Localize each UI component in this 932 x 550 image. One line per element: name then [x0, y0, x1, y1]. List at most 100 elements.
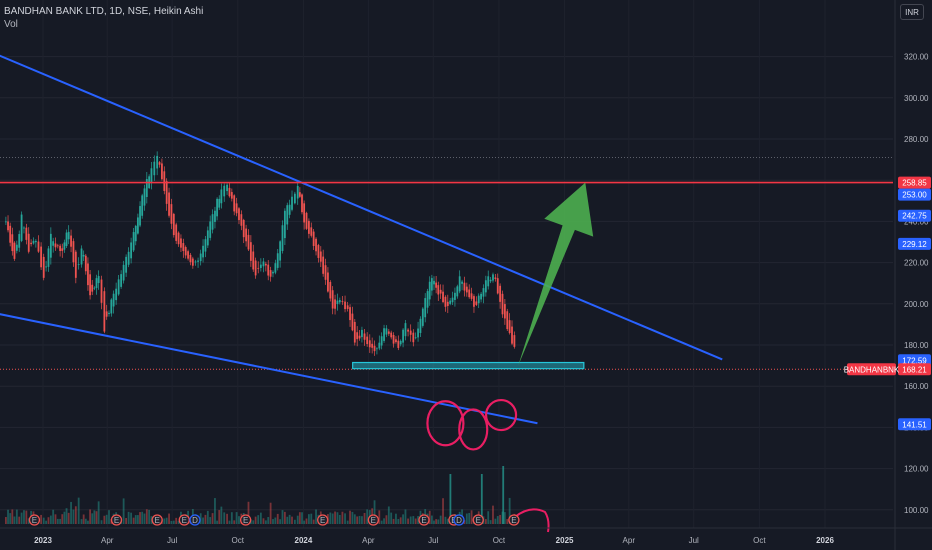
volume-bar [428, 510, 431, 524]
candle-body [489, 279, 492, 282]
earnings-marker [28, 514, 41, 526]
candle-body [327, 272, 329, 292]
candle-body [334, 299, 336, 309]
drawings[interactable] [0, 46, 893, 533]
candle-body [484, 280, 487, 293]
volume-bar [430, 515, 433, 524]
candle-body [421, 308, 424, 326]
annotation-circle [484, 398, 518, 432]
candle-body [399, 340, 402, 345]
volume-bar [439, 515, 442, 524]
volume-bar [82, 514, 85, 524]
volume-bar [433, 520, 435, 524]
symbol-legend[interactable]: BANDHAN BANK LTD, 1D, NSE, Heikin Ashi V… [4, 5, 203, 31]
volume-bar [4, 517, 7, 524]
candle-body [458, 276, 461, 292]
time-axis[interactable]: 2023 Apr Jul Oct 2024 Apr Jul Oct 2025 Apr Jul Oct 2… [0, 527, 932, 545]
candle-body [130, 242, 133, 259]
volume-bar [267, 517, 270, 524]
volume-bar [204, 514, 207, 524]
candle-body [363, 333, 366, 340]
candle-body [252, 251, 255, 270]
volume-bar [59, 518, 62, 524]
time-tick: 2024 [295, 536, 313, 545]
volume-spike [480, 474, 483, 524]
candle-body [214, 210, 216, 222]
volume-bar [74, 506, 77, 524]
candle-body [105, 311, 108, 317]
annotation-circle [426, 400, 465, 447]
volume-bar [233, 520, 236, 524]
earnings-marker [317, 514, 329, 526]
earnings-markers[interactable]: EEEEDEEEEEDEE [28, 514, 520, 526]
volume-bar [349, 510, 351, 524]
symbol-title[interactable]: BANDHAN BANK LTD, 1D, NSE, Heikin Ashi [4, 6, 204, 17]
volume-bar [484, 519, 487, 524]
volume-bar [296, 515, 299, 524]
candle-body [20, 214, 23, 241]
volume-bar [373, 500, 376, 524]
volume-bar [15, 509, 18, 524]
volume-bar [141, 511, 144, 524]
volume-bar [312, 519, 315, 524]
lower-trendline [0, 313, 538, 425]
candle-body [433, 280, 435, 285]
candle-body [158, 162, 161, 165]
volume-bar [276, 513, 279, 524]
candle-body [456, 286, 459, 297]
volume-bar [45, 520, 47, 524]
candle-body [115, 288, 118, 301]
volume-bar [358, 515, 361, 524]
candle-body [366, 336, 369, 344]
volume-spike [449, 474, 452, 524]
candle-body [70, 235, 72, 247]
candle-body [61, 248, 64, 251]
currency-button[interactable]: INR [900, 4, 924, 20]
candle-body [168, 192, 170, 216]
candle-body [402, 329, 404, 343]
candle-body [82, 254, 85, 257]
volume-bar [463, 520, 466, 524]
volume-bar [93, 510, 96, 524]
volume-bar [100, 520, 103, 524]
volume-bar [395, 513, 397, 524]
volume-bar [283, 511, 286, 524]
volume-bar [298, 512, 301, 524]
volume-bar [383, 518, 385, 524]
volume-bar [80, 519, 83, 524]
earnings-marker [367, 514, 380, 526]
annotation-stroke [514, 508, 550, 533]
volume-bar [139, 512, 141, 524]
volume-bar [262, 518, 265, 524]
candle-body [23, 227, 25, 229]
price-tag-value: 258.85 [902, 179, 927, 188]
candle-body [269, 270, 272, 277]
time-tick: Oct [232, 536, 245, 545]
candle-body [303, 203, 306, 223]
volume-bar [105, 514, 108, 524]
price-axis[interactable]: 100.00120.00140.00160.00180.00200.00220.… [894, 0, 929, 550]
volume-bar [307, 514, 310, 524]
volume-bar [63, 511, 66, 524]
candle-body [272, 271, 274, 274]
volume-bar [202, 517, 204, 524]
volume-bars [4, 466, 516, 524]
price-tag [898, 354, 931, 367]
candle-body [112, 293, 115, 307]
support-zone [352, 361, 585, 370]
candle-body [220, 189, 223, 204]
volume-bar [11, 509, 14, 524]
volume-bar [390, 512, 393, 524]
candle-body [461, 281, 463, 284]
candle-body [439, 289, 442, 294]
volume-bar [404, 509, 407, 524]
volume-bar [492, 505, 494, 524]
volume-bar [409, 516, 412, 524]
volume-label[interactable]: Vol [4, 19, 18, 30]
candle-body [387, 331, 390, 334]
volume-bar [499, 514, 502, 524]
candle-body [414, 337, 417, 339]
volume-bar [356, 516, 359, 524]
